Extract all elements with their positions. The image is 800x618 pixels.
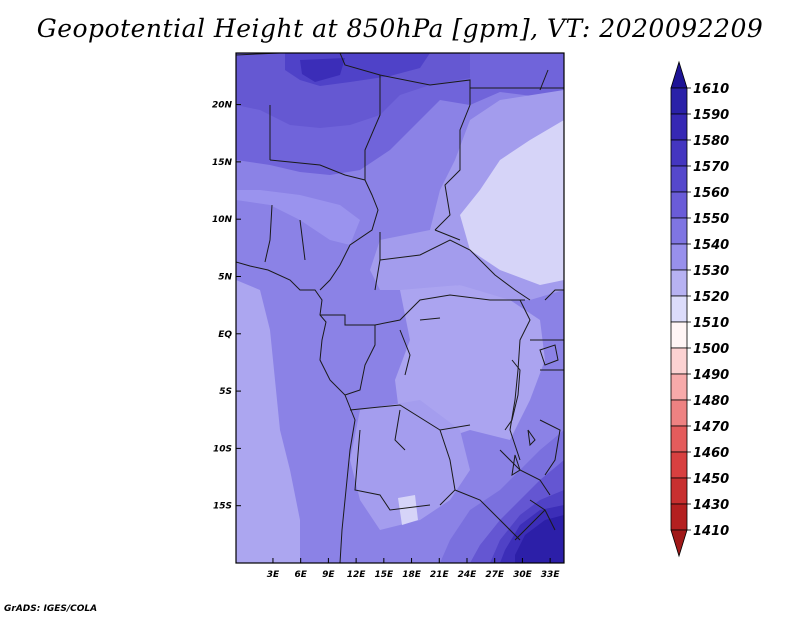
- colorbar-swatch: [670, 529, 688, 558]
- y-tick-label: 5S: [219, 387, 232, 397]
- field-south-1520: [398, 495, 418, 525]
- colorbar-swatch: [670, 269, 688, 297]
- colorbar-swatch: [670, 503, 688, 531]
- colorbar-swatch: [670, 165, 688, 193]
- colorbar-label: 1590: [693, 108, 729, 123]
- colorbar: 1610 1590 1580 1570 1560 1550 1540 1530 1520 1510…: [670, 60, 729, 558]
- colorbar-swatch: [670, 87, 688, 115]
- y-tick-label: 10S: [213, 444, 232, 454]
- colorbar-label: 1580: [693, 134, 729, 149]
- field-se-1590: [515, 515, 564, 563]
- field-basin-1530: [395, 285, 545, 440]
- field-westcoast-1530: [236, 280, 300, 563]
- colorbar-swatch: [670, 425, 688, 453]
- x-tick-label: 3E: [267, 570, 280, 580]
- x-tick-label: 30E: [513, 570, 533, 580]
- x-tick-label: 18E: [402, 570, 422, 580]
- y-tick-label: 15N: [212, 158, 233, 168]
- field-central-patch: [236, 190, 360, 245]
- colorbar-label: 1530: [693, 264, 729, 279]
- colorbar-swatch: [670, 373, 688, 401]
- colorbar-label: 1430: [693, 498, 729, 513]
- colorbar-label: 1450: [693, 472, 729, 487]
- x-tick-label: 9E: [322, 570, 335, 580]
- colorbar-swatch: [670, 451, 688, 479]
- x-tick-label: 12E: [347, 570, 367, 580]
- country-borders: [236, 53, 564, 563]
- colorbar-label: 1490: [693, 368, 729, 383]
- colorbar-label: 1410: [693, 524, 729, 539]
- credit-text: GrADS: IGES/COLA: [4, 604, 98, 614]
- y-tick-label: EQ: [218, 330, 232, 340]
- x-tick-label: 33E: [541, 570, 561, 580]
- x-tick-label: 6E: [294, 570, 307, 580]
- colorbar-swatch: [670, 477, 688, 505]
- y-tick-label: 15S: [213, 502, 232, 512]
- colorbar-swatch: [670, 243, 688, 271]
- colorbar-swatch: [670, 191, 688, 219]
- colorbar-swatch: [670, 399, 688, 427]
- colorbar-label: 1460: [693, 446, 729, 461]
- colorbar-label: 1550: [693, 212, 729, 227]
- y-axis: 20N 15N 10N 5N EQ 5S 10S 15S: [212, 101, 241, 512]
- x-axis: 3E 6E 9E 12E 15E 18E 21E 24E 27E 30E 33E: [267, 558, 561, 580]
- field-north-1590: [300, 58, 345, 82]
- colorbar-swatch: [670, 113, 688, 141]
- colorbar-label: 1560: [693, 186, 729, 201]
- colorbar-swatch: [670, 295, 688, 323]
- field-east-1520: [460, 120, 564, 285]
- colorbar-label: 1570: [693, 160, 729, 175]
- colorbar-label: 1540: [693, 238, 729, 253]
- colorbar-swatch: [670, 321, 688, 349]
- y-tick-label: 10N: [212, 215, 233, 225]
- colorbar-swatch: [670, 347, 688, 375]
- x-tick-label: 15E: [374, 570, 394, 580]
- field-south-1530: [350, 400, 470, 530]
- x-tick-label: 27E: [485, 570, 505, 580]
- colorbar-swatch: [670, 60, 688, 89]
- colorbar-label: 1520: [693, 290, 729, 305]
- map-frame: [235, 52, 565, 564]
- colorbar-swatch: [670, 217, 688, 245]
- colorbar-swatch: [670, 139, 688, 167]
- x-tick-label: 21E: [430, 570, 450, 580]
- x-tick-label: 24E: [458, 570, 478, 580]
- colorbar-label: 1500: [693, 342, 729, 357]
- colorbar-label: 1470: [693, 420, 729, 435]
- chart-title: Geopotential Height at 850hPa [gpm], VT:…: [36, 14, 764, 43]
- colorbar-label: 1480: [693, 394, 729, 409]
- map-field: [236, 53, 564, 563]
- y-tick-label: 20N: [212, 101, 233, 111]
- colorbar-label: 1610: [693, 82, 729, 97]
- colorbar-label: 1510: [693, 316, 729, 331]
- y-tick-label: 5N: [218, 272, 232, 282]
